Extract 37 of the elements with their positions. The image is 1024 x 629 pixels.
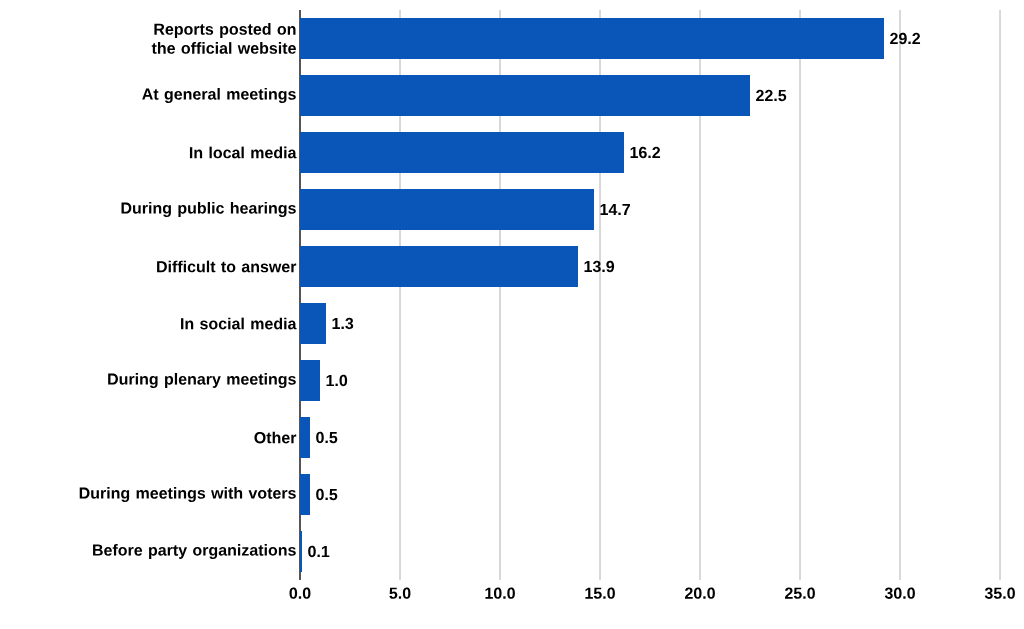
data-label: 0.1 <box>308 545 330 558</box>
y-tick-label: At general meetings <box>142 88 296 103</box>
y-tick-label: During meetings with voters <box>79 487 296 502</box>
bar <box>300 416 310 459</box>
data-label: 13.9 <box>584 260 615 273</box>
y-tick-label: Difficult to answer <box>157 260 297 273</box>
data-label: 0.5 <box>316 488 338 501</box>
bar <box>300 302 326 345</box>
data-label: 1.0 <box>326 374 348 387</box>
x-tick-label: 35.0 <box>984 587 1015 599</box>
bar <box>300 131 625 174</box>
data-label: 14.7 <box>600 203 630 215</box>
data-label: 22.5 <box>756 89 787 102</box>
x-tick-label: 5.0 <box>389 587 411 599</box>
y-tick-label: In local media <box>189 146 297 159</box>
bar <box>300 188 595 231</box>
bar <box>300 245 579 288</box>
y-tick-label: During public hearings <box>121 202 296 217</box>
bar <box>300 359 320 402</box>
y-tick-label: Reports posted on the official website <box>151 23 296 54</box>
data-label: 29.2 <box>890 32 921 45</box>
y-tick-label: During plenary meetings <box>108 373 296 388</box>
data-label: 1.3 <box>332 317 354 330</box>
x-tick-label: 0.0 <box>289 587 311 599</box>
x-tick-label: 30.0 <box>884 587 915 599</box>
bar <box>300 74 751 117</box>
x-tick-label: 10.0 <box>485 587 515 599</box>
x-tick-label: 15.0 <box>585 587 615 599</box>
x-tick-label: 25.0 <box>784 587 815 599</box>
x-tick-label: 20.0 <box>684 587 715 599</box>
y-tick-label: In social media <box>181 317 297 330</box>
y-tick-label: Other <box>254 431 297 444</box>
bar <box>300 17 885 60</box>
data-label: 16.2 <box>630 146 661 159</box>
data-label: 0.5 <box>316 431 338 444</box>
bar <box>300 473 310 516</box>
y-tick-label: Before party organizations <box>93 544 296 559</box>
